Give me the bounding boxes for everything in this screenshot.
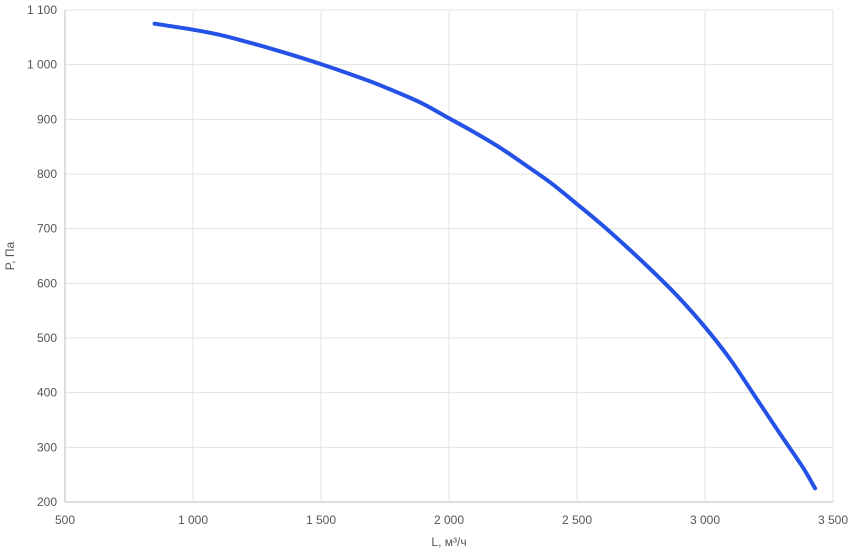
y-tick-label: 600 — [37, 276, 57, 290]
series-layer — [152, 21, 818, 491]
x-tick-label: 3 500 — [818, 513, 848, 527]
x-tick-label: 1 500 — [306, 513, 336, 527]
y-tick-label: 800 — [37, 167, 57, 181]
y-tick-label: 300 — [37, 440, 57, 454]
y-tick-label: 900 — [37, 112, 57, 126]
tick-labels: 500 1 000 1 500 2 000 2 500 3 000 3 500 200 300 4… — [27, 3, 848, 527]
x-tick-label: 2 000 — [434, 513, 464, 527]
series-line — [152, 21, 818, 491]
x-tick-label: 1 000 — [178, 513, 208, 527]
y-tick-label: 400 — [37, 386, 57, 400]
x-tick-label: 500 — [55, 513, 75, 527]
x-tick-label: 3 000 — [690, 513, 720, 527]
y-tick-label: 700 — [37, 222, 57, 236]
y-tick-label: 500 — [37, 331, 57, 345]
y-axis-title: P, Па — [3, 241, 17, 270]
x-tick-label: 2 500 — [562, 513, 592, 527]
axes — [64, 10, 833, 503]
y-tick-label: 200 — [37, 495, 57, 509]
grid — [64, 9, 834, 503]
x-axis-title: L, м³/ч — [431, 535, 466, 549]
y-tick-label: 1 100 — [27, 3, 57, 17]
y-tick-label: 1 000 — [27, 58, 57, 72]
